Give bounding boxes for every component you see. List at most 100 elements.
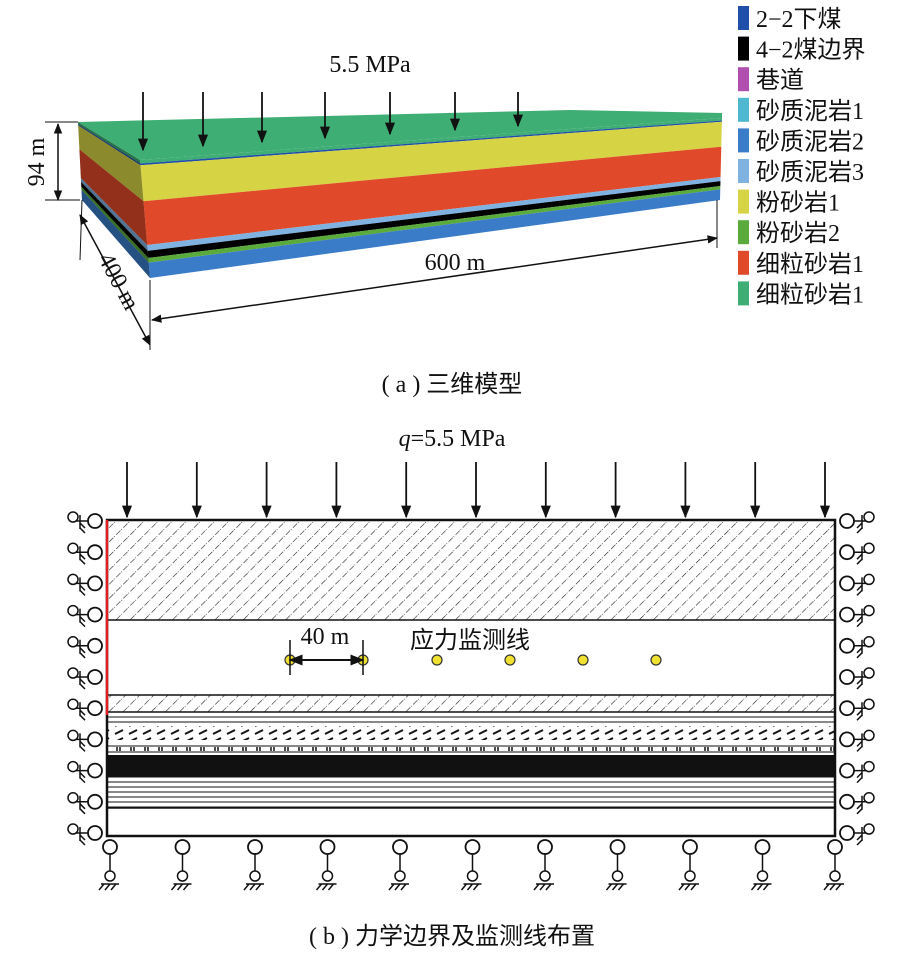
legend-swatch xyxy=(738,128,749,153)
load-value: =5.5 MPa xyxy=(411,426,506,452)
legend-swatch xyxy=(738,189,749,214)
hinge xyxy=(67,760,79,773)
ground xyxy=(750,883,772,891)
roller xyxy=(754,839,771,855)
legend-swatch xyxy=(738,159,749,183)
roller xyxy=(174,839,191,855)
layer xyxy=(107,712,835,726)
hinge xyxy=(863,636,875,648)
hinge xyxy=(67,792,79,804)
hinge xyxy=(863,511,875,523)
hinge xyxy=(863,542,875,554)
layer xyxy=(78,122,141,164)
layer xyxy=(107,726,835,740)
ground xyxy=(79,764,86,784)
hinge xyxy=(863,667,875,679)
ground xyxy=(98,883,119,891)
layer xyxy=(78,125,144,202)
hinge xyxy=(394,870,406,882)
layer xyxy=(140,118,722,164)
roller xyxy=(392,839,408,855)
legend-label: 细粒砂岩1 xyxy=(756,281,864,308)
roller xyxy=(87,793,103,810)
roller xyxy=(839,700,855,717)
hinge xyxy=(863,604,875,617)
hinge xyxy=(67,573,79,586)
legend-label: 2−2下煤 xyxy=(756,6,842,33)
ground xyxy=(856,546,863,565)
roller xyxy=(839,637,855,654)
top-face xyxy=(78,110,722,160)
ground xyxy=(856,608,863,628)
ground xyxy=(856,577,863,596)
legend-swatch xyxy=(738,36,749,61)
hinge xyxy=(67,604,79,617)
roller xyxy=(537,839,553,855)
ground xyxy=(856,795,863,815)
roller xyxy=(87,606,103,623)
hinge xyxy=(863,792,875,804)
ground xyxy=(678,883,699,891)
ground xyxy=(243,883,264,891)
roller xyxy=(839,762,855,779)
layer xyxy=(140,120,722,166)
ground xyxy=(533,883,554,891)
hinge xyxy=(863,729,875,742)
roller xyxy=(682,839,698,855)
hinge xyxy=(321,870,334,882)
legend-swatch xyxy=(738,6,749,30)
roller xyxy=(839,575,855,592)
roller xyxy=(839,793,855,810)
layer xyxy=(78,124,141,166)
roller xyxy=(87,513,103,529)
supports xyxy=(67,462,875,891)
hinge xyxy=(756,870,769,882)
hinge xyxy=(67,636,79,648)
dim xyxy=(150,235,719,323)
hinge xyxy=(863,823,875,835)
spacing-label: 40 m xyxy=(301,624,350,650)
ground xyxy=(460,883,482,891)
caption-a: ( a ) 三维模型 xyxy=(382,371,523,398)
roller xyxy=(827,839,843,855)
ground xyxy=(856,671,863,690)
ground xyxy=(856,639,863,659)
shade xyxy=(78,124,141,166)
roller xyxy=(247,839,263,855)
ground xyxy=(79,702,86,721)
legend-swatch xyxy=(738,67,749,92)
roller xyxy=(464,839,481,855)
ground xyxy=(605,883,627,891)
hinge xyxy=(67,698,79,710)
ground xyxy=(79,577,86,596)
hinge xyxy=(684,870,696,882)
roller xyxy=(87,575,103,592)
load-label: 5.5 MPa xyxy=(329,52,411,78)
legend-swatch xyxy=(738,250,749,275)
dim xyxy=(79,199,83,261)
model-2d xyxy=(105,518,837,838)
ground xyxy=(856,764,863,784)
ground xyxy=(856,733,863,752)
caption-b: ( b ) 力学边界及监测线布置 xyxy=(309,923,595,950)
layer xyxy=(147,177,721,251)
shade xyxy=(78,122,141,164)
roller xyxy=(839,544,855,561)
roller xyxy=(839,513,855,529)
hinge xyxy=(67,667,79,679)
dim xyxy=(79,214,151,346)
ground xyxy=(79,795,86,815)
monitor-point xyxy=(577,654,589,666)
roller xyxy=(87,762,103,779)
layer xyxy=(107,695,835,712)
hinge xyxy=(249,870,261,882)
legend-label: 巷道 xyxy=(756,67,804,94)
hinge xyxy=(829,870,841,882)
ground xyxy=(823,883,844,891)
roller xyxy=(839,606,855,623)
ground xyxy=(79,608,86,628)
layer xyxy=(107,520,835,620)
roller xyxy=(319,839,336,855)
hinge xyxy=(67,823,79,835)
